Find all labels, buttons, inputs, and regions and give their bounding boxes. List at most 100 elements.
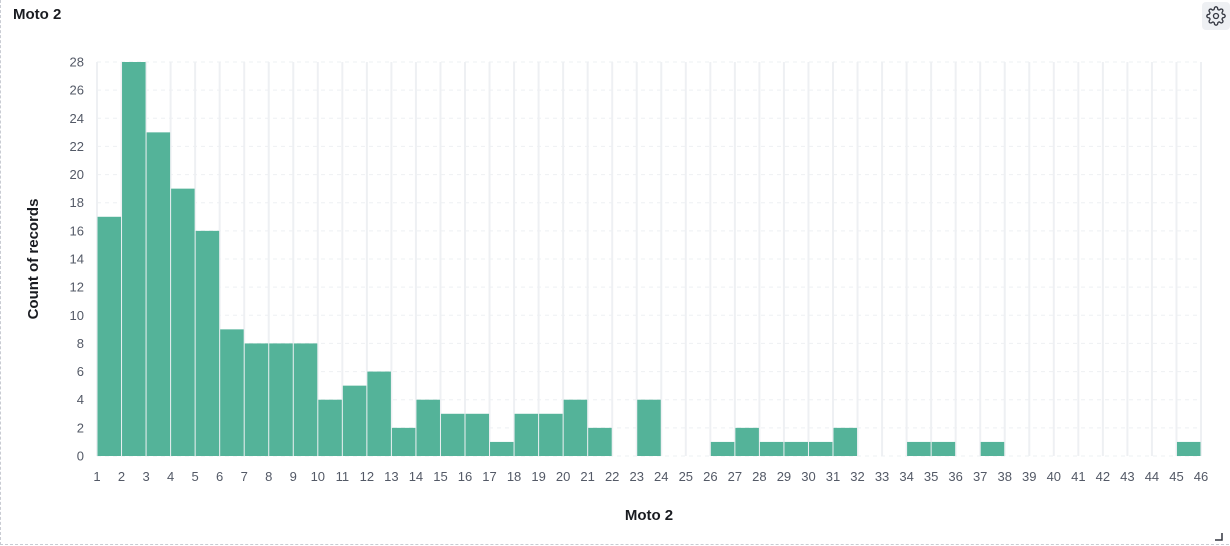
histogram-bar[interactable]: 23: 4 xyxy=(637,399,661,456)
x-tick-label: 27 xyxy=(728,469,742,484)
y-tick-label: 2 xyxy=(77,420,84,435)
histogram-bar[interactable]: 30: 1 xyxy=(808,441,833,456)
x-tick-label: 45 xyxy=(1169,469,1183,484)
x-tick-label: 39 xyxy=(1022,469,1036,484)
histogram-bar[interactable]: 5: 16 xyxy=(195,230,220,456)
histogram-bar[interactable]: 6: 9 xyxy=(220,329,244,456)
histogram-bar[interactable]: 17: 1 xyxy=(490,441,514,456)
x-tick-label: 30 xyxy=(801,469,815,484)
y-tick-label: 24 xyxy=(70,111,84,126)
histogram-bar[interactable]: 7: 8 xyxy=(244,343,269,456)
x-tick-label: 28 xyxy=(752,469,766,484)
histogram-bar[interactable]: 21: 2 xyxy=(588,427,612,456)
gear-icon xyxy=(1206,6,1226,26)
panel-title: Moto 2 xyxy=(13,6,62,23)
histogram-bar[interactable]: 26: 1 xyxy=(710,441,735,456)
histogram-bar[interactable]: 27: 2 xyxy=(735,427,759,456)
y-tick-label: 14 xyxy=(70,252,84,267)
histogram-bar[interactable]: 9: 8 xyxy=(293,343,318,456)
x-tick-label: 18 xyxy=(507,469,521,484)
bars-layer: 1: 172: 283: 234: 195: 166: 97: 88: 89: … xyxy=(97,62,1201,456)
x-tick-label: 11 xyxy=(336,469,350,484)
y-tick-label: 12 xyxy=(70,280,84,295)
y-tick-label: 0 xyxy=(77,449,84,464)
x-tick-label: 16 xyxy=(458,469,472,484)
histogram-bar[interactable]: 18: 3 xyxy=(514,413,539,456)
x-tick-label: 33 xyxy=(875,469,889,484)
x-tick-label: 3 xyxy=(142,469,149,484)
x-tick-label: 4 xyxy=(167,469,174,484)
resize-handle-icon[interactable] xyxy=(1213,531,1223,541)
x-tick-label: 25 xyxy=(679,469,693,484)
x-tick-label: 6 xyxy=(216,469,223,484)
x-tick-label: 14 xyxy=(409,469,423,484)
histogram-bar[interactable]: 28: 1 xyxy=(759,441,784,456)
y-tick-label: 16 xyxy=(70,223,84,238)
histogram-bar[interactable]: 20: 4 xyxy=(563,399,588,456)
y-axis-title: Count of records xyxy=(25,199,42,320)
x-tick-label: 19 xyxy=(531,469,545,484)
y-tick-label: 4 xyxy=(77,392,84,407)
histogram-bar[interactable]: 31: 2 xyxy=(833,427,858,456)
x-axis-title: Moto 2 xyxy=(625,507,673,524)
y-tick-label: 20 xyxy=(70,167,84,182)
x-tick-label: 38 xyxy=(997,469,1011,484)
x-tick-label: 13 xyxy=(384,469,398,484)
x-tick-label: 41 xyxy=(1071,469,1085,484)
histogram-bar[interactable]: 12: 6 xyxy=(367,371,391,456)
histogram-bar[interactable]: 13: 2 xyxy=(391,427,416,456)
histogram-bar[interactable]: 15: 3 xyxy=(440,413,465,456)
x-tick-label: 10 xyxy=(311,469,325,484)
x-tick-label: 32 xyxy=(850,469,864,484)
x-tick-label: 15 xyxy=(433,469,447,484)
x-tick-label: 20 xyxy=(556,469,570,484)
x-tick-label: 9 xyxy=(290,469,297,484)
histogram-bar[interactable]: 11: 5 xyxy=(342,385,367,456)
x-tick-label: 1 xyxy=(93,469,100,484)
x-tick-label: 36 xyxy=(948,469,962,484)
settings-button[interactable] xyxy=(1202,2,1230,30)
y-tick-label: 10 xyxy=(70,308,84,323)
y-tick-label: 8 xyxy=(77,336,84,351)
histogram-bar[interactable]: 2: 28 xyxy=(122,62,146,456)
y-tick-label: 6 xyxy=(77,364,84,379)
x-tick-label: 43 xyxy=(1120,469,1134,484)
histogram-bar[interactable]: 29: 1 xyxy=(784,441,808,456)
histogram-bar[interactable]: 34: 1 xyxy=(907,441,931,456)
x-tick-label: 7 xyxy=(241,469,248,484)
x-tick-label: 22 xyxy=(605,469,619,484)
x-tick-label: 23 xyxy=(629,469,643,484)
x-tick-label: 40 xyxy=(1047,469,1061,484)
histogram-bar[interactable]: 35: 1 xyxy=(931,441,956,456)
histogram-bar[interactable]: 3: 23 xyxy=(146,132,171,456)
x-tick-label: 21 xyxy=(580,469,594,484)
histogram-bar[interactable]: 8: 8 xyxy=(269,343,293,456)
x-tick-label: 44 xyxy=(1145,469,1159,484)
x-tick-label: 24 xyxy=(654,469,668,484)
x-tick-label: 31 xyxy=(826,469,840,484)
x-tick-label: 35 xyxy=(924,469,938,484)
y-tick-label: 28 xyxy=(70,55,84,70)
histogram-bar[interactable]: 37: 1 xyxy=(980,441,1005,456)
histogram-bar[interactable]: 19: 3 xyxy=(539,413,563,456)
x-tick-label: 2 xyxy=(118,469,125,484)
x-tick-label: 34 xyxy=(899,469,913,484)
y-tick-label: 22 xyxy=(70,139,84,154)
x-tick-label: 12 xyxy=(360,469,374,484)
x-tick-label: 5 xyxy=(192,469,199,484)
grid-layer xyxy=(96,61,1202,457)
histogram-bar[interactable]: 16: 3 xyxy=(465,413,490,456)
x-tick-label: 17 xyxy=(482,469,496,484)
x-tick-label: 26 xyxy=(703,469,717,484)
histogram-bar[interactable]: 14: 4 xyxy=(416,399,440,456)
x-tick-label: 42 xyxy=(1096,469,1110,484)
histogram-bar[interactable]: 1: 17 xyxy=(97,216,122,456)
x-tick-label: 8 xyxy=(265,469,272,484)
y-tick-label: 18 xyxy=(70,195,84,210)
histogram-bar[interactable]: 10: 4 xyxy=(318,399,342,456)
histogram-bar[interactable]: 45: 1 xyxy=(1176,441,1201,456)
histogram-bar[interactable]: 4: 19 xyxy=(171,188,195,456)
